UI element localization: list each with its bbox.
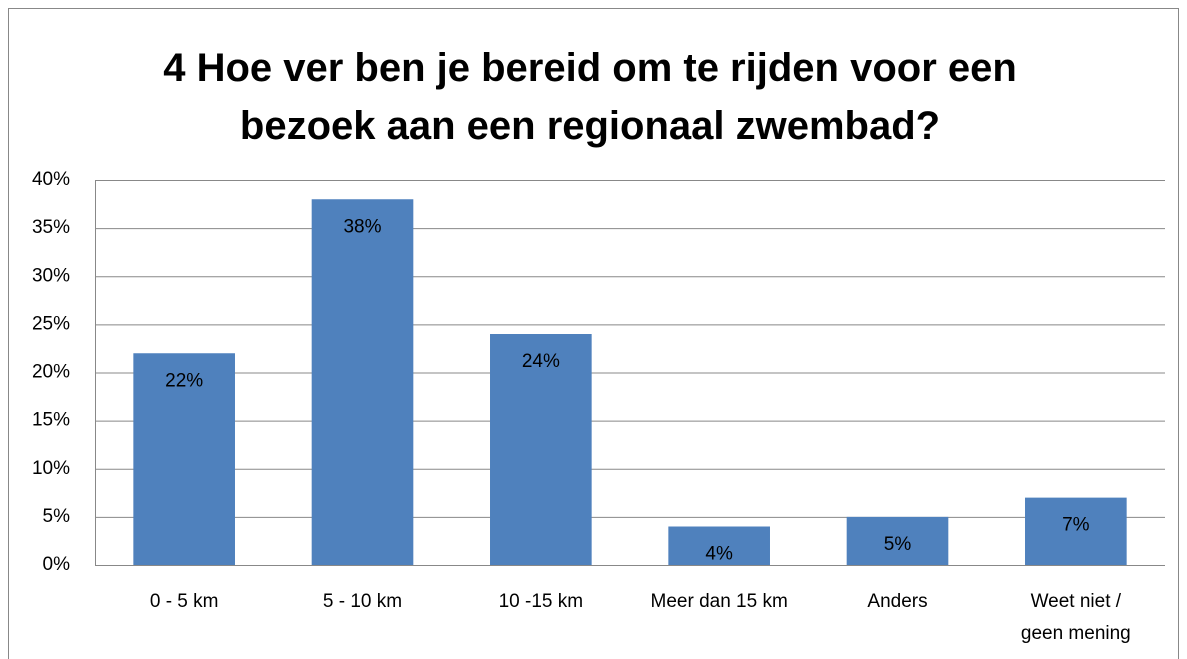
chart-border <box>8 8 1179 659</box>
bar <box>846 516 949 565</box>
y-tick-label: 25% <box>32 313 70 334</box>
bar <box>133 353 235 565</box>
x-tick-label: 5 - 10 km <box>323 591 402 612</box>
data-label: 38% <box>343 216 381 237</box>
y-tick-label: 0% <box>43 554 71 575</box>
data-label: 4% <box>705 544 733 565</box>
y-tick-label: 30% <box>32 265 70 286</box>
y-tick-label: 35% <box>32 217 70 238</box>
bar <box>311 199 414 565</box>
data-label: 24% <box>522 351 560 372</box>
x-tick-label: Anders <box>867 591 927 612</box>
y-tick-label: 15% <box>32 410 70 431</box>
data-label: 5% <box>884 534 912 555</box>
bar <box>668 526 770 565</box>
bar <box>490 334 592 565</box>
chart-title: 4 Hoe ver ben je bereid om te rijden voo… <box>163 46 1017 148</box>
y-tick-label: 40% <box>32 169 70 190</box>
bar <box>1025 497 1127 565</box>
y-tick-label: 20% <box>32 362 70 383</box>
x-tick-label: 0 - 5 km <box>150 591 219 612</box>
x-tick-label: 10 -15 km <box>499 591 583 612</box>
y-tick-label: 10% <box>32 458 70 479</box>
y-tick-label: 5% <box>43 506 71 527</box>
data-label: 22% <box>165 370 203 391</box>
x-tick-label: Meer dan 15 km <box>651 591 788 612</box>
x-tick-label: Weet niet / geen mening <box>1021 591 1131 644</box>
data-label: 7% <box>1062 515 1090 536</box>
